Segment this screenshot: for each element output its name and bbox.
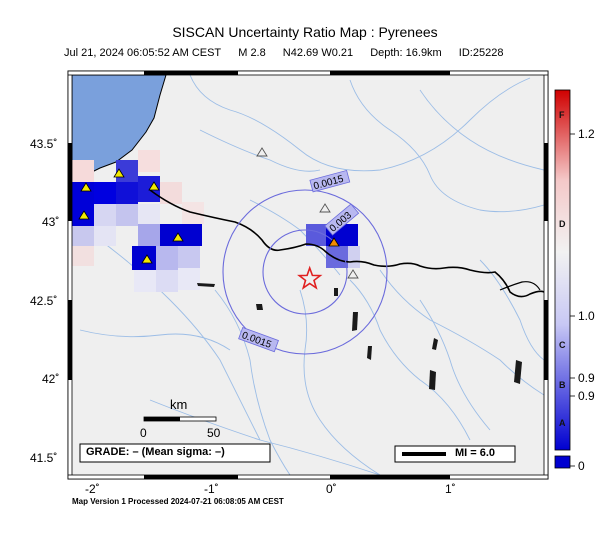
station-marker bbox=[113, 168, 125, 178]
station-marker-inactive bbox=[256, 147, 268, 157]
map-frame-ticks bbox=[67, 70, 549, 480]
mi-line bbox=[402, 452, 446, 456]
colorbar-tick-label: 1.2 bbox=[578, 127, 595, 141]
contour-label-box bbox=[309, 169, 351, 193]
station-marker bbox=[80, 182, 92, 192]
colorbar-grade-letter: D bbox=[559, 219, 566, 229]
mi-text: MI = 6.0 bbox=[455, 447, 496, 459]
epicenter-star bbox=[297, 265, 323, 290]
scale-bar bbox=[143, 416, 217, 422]
x-tick-label: 1˚ bbox=[445, 482, 456, 496]
processing-footer: Map Version 1 Processed 2024-07-21 06:08… bbox=[72, 497, 284, 506]
grade-box bbox=[79, 443, 271, 463]
colorbar-grade-letter: C bbox=[559, 340, 566, 350]
colorbar-tick-label: 0.9 bbox=[578, 389, 595, 403]
event-subtitle: Jul 21, 2024 06:05:52 AM CEST M 2.8 N42.… bbox=[64, 47, 503, 59]
station-marker bbox=[78, 210, 90, 220]
colorbar bbox=[554, 89, 571, 451]
y-tick-label: 43.5˚ bbox=[30, 137, 58, 151]
scale-bar-title: km bbox=[170, 397, 188, 412]
scale-bar-tick: 0 bbox=[140, 426, 147, 440]
colorbar-ticks bbox=[570, 133, 575, 467]
event-magnitude: M 2.8 bbox=[238, 47, 266, 59]
station-marker bbox=[148, 181, 160, 191]
x-tick-label: 0˚ bbox=[326, 482, 337, 496]
lakes bbox=[197, 283, 522, 390]
station-marker bbox=[141, 254, 153, 264]
event-depth: Depth: 16.9km bbox=[370, 47, 442, 59]
colorbar-grade-letter: F bbox=[559, 110, 565, 120]
y-tick-label: 42.5˚ bbox=[30, 294, 58, 308]
event-id: ID:25228 bbox=[458, 47, 504, 59]
event-location: N42.69 W0.21 bbox=[282, 47, 354, 59]
station-marker-inactive bbox=[347, 269, 359, 279]
x-tick-label: -1˚ bbox=[204, 482, 219, 496]
colorbar-grade-letter: B bbox=[559, 380, 566, 390]
y-tick-label: 42˚ bbox=[42, 372, 60, 386]
uncertainty-grid bbox=[72, 150, 360, 292]
colorbar-zero-swatch bbox=[554, 455, 571, 469]
mi-box bbox=[394, 445, 516, 463]
x-tick-label: -2˚ bbox=[85, 482, 100, 496]
scale-bar-tick: 50 bbox=[207, 426, 221, 440]
station-marker bbox=[172, 232, 184, 242]
colorbar-grade-letter: A bbox=[559, 418, 566, 428]
contours bbox=[222, 189, 388, 355]
stations bbox=[78, 147, 359, 279]
colorbar-tick-label: 0 bbox=[578, 459, 585, 473]
country-border bbox=[149, 189, 544, 298]
y-tick-label: 43˚ bbox=[42, 215, 60, 229]
event-datetime: Jul 21, 2024 06:05:52 AM CEST bbox=[64, 47, 222, 59]
station-marker-inactive bbox=[319, 203, 331, 213]
map-title: SISCAN Uncertainty Ratio Map : Pyrenees bbox=[172, 24, 438, 40]
contour-label-box bbox=[238, 326, 279, 353]
colorbar-tick-label: 1.0 bbox=[578, 309, 595, 323]
contour-labels: 0.0015 0.003 0.0015 bbox=[238, 169, 360, 353]
grade-text: GRADE: – (Mean sigma: –) bbox=[86, 446, 225, 458]
colorbar-tick-label: 0.9 bbox=[578, 371, 595, 385]
y-tick-label: 41.5˚ bbox=[30, 451, 58, 465]
contour-label-box bbox=[324, 203, 360, 236]
station-marker bbox=[328, 237, 340, 247]
